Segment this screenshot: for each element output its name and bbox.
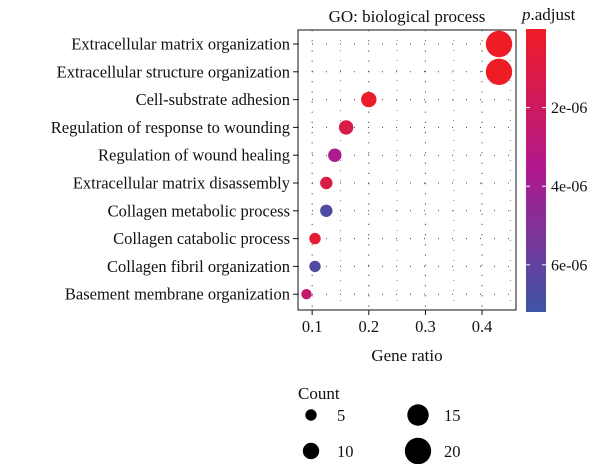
data-point (361, 91, 377, 108)
data-point (301, 289, 312, 300)
y-tick-label: Collagen metabolic process (108, 201, 290, 220)
y-tick-label: Regulation of response to wounding (51, 118, 290, 137)
y-tick-label: Cell-substrate adhesion (136, 90, 290, 109)
y-tick-label: Collagen catabolic process (113, 229, 290, 248)
size-legend: Count 5 15 10 20 (298, 384, 461, 464)
data-point (485, 58, 513, 85)
data-point (338, 120, 354, 135)
size-legend-title: Count (298, 384, 340, 403)
colorbar-gradient (526, 29, 546, 312)
colorbar-tick-label: 4e-06 (551, 179, 587, 196)
chart-title: GO: biological process (329, 7, 486, 26)
y-ticks (293, 43, 298, 295)
data-point (309, 260, 321, 273)
y-labels: Extracellular matrix organization Extrace… (51, 35, 291, 304)
y-tick-label: Extracellular matrix disassembly (73, 174, 291, 193)
size-legend-dot (305, 409, 317, 421)
data-point (320, 204, 333, 217)
x-axis-label: Gene ratio (371, 346, 442, 365)
colorbar-tick-label: 2e-06 (551, 100, 587, 117)
size-legend-label: 5 (337, 406, 345, 425)
x-ticks: 0.1 0.2 0.3 0.4 (302, 310, 492, 336)
x-tick-label: 0.1 (302, 317, 323, 336)
size-legend-label: 20 (444, 442, 461, 461)
y-tick-label: Collagen fibril organization (107, 257, 290, 276)
y-tick-label: Basement membrane organization (65, 285, 290, 304)
x-tick-label: 0.2 (358, 317, 379, 336)
x-tick-label: 0.4 (472, 317, 493, 336)
size-legend-dot (407, 404, 429, 426)
x-tick-label: 0.3 (415, 317, 436, 336)
points (301, 30, 513, 300)
size-legend-label: 10 (337, 442, 354, 461)
y-tick-label: Extracellular structure organization (57, 62, 290, 81)
grid (298, 30, 516, 310)
y-tick-label: Regulation of wound healing (98, 146, 290, 165)
data-point (309, 232, 321, 245)
size-legend-label: 15 (444, 406, 461, 425)
size-legend-dot (302, 442, 320, 460)
colorbar-title: p.adjust (521, 5, 576, 24)
data-point (320, 176, 333, 190)
colorbar-tick-label: 6e-06 (551, 257, 587, 274)
plot-panel (297, 29, 517, 311)
size-legend-dot (404, 437, 432, 464)
data-point (485, 30, 513, 58)
colorbar: p.adjust 2e-06 4e-06 6e-06 (521, 5, 587, 312)
y-tick-label: Extracellular matrix organization (71, 35, 290, 54)
data-point (328, 148, 342, 162)
